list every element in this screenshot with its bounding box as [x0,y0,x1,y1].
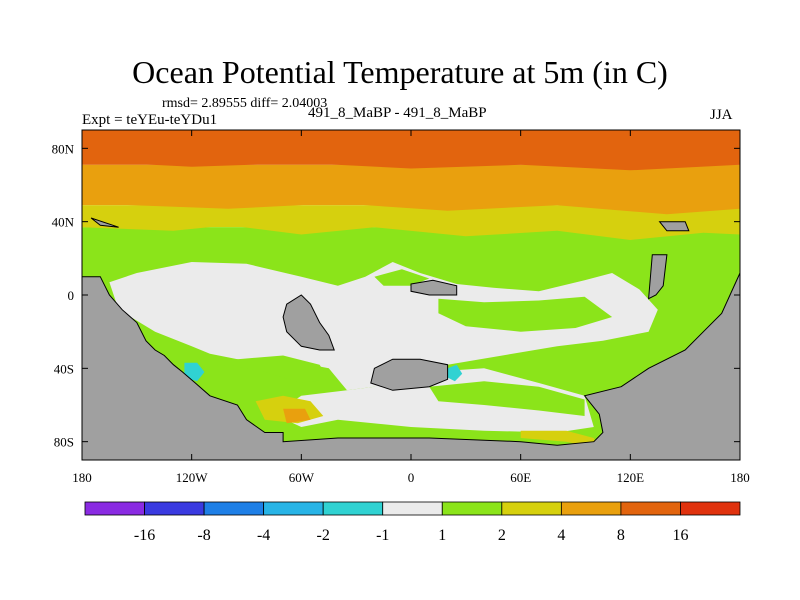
negative-patch-east [447,364,463,382]
wave-dark-orange [82,157,740,171]
green-patch-north [374,269,430,286]
colorbar-swatch [263,501,324,516]
x-tick-label: 180 [730,470,750,485]
y-tick-label: 40N [52,215,75,230]
green-patch-south [429,381,585,416]
green-patch-central [438,296,613,332]
colorbar-label: -4 [257,527,270,544]
colorbar-label: -16 [134,527,155,544]
colorbar-swatch [441,501,503,516]
colorbar-label: -1 [376,527,389,544]
colorbar-label: 8 [617,527,625,544]
x-tick-label: 180 [72,470,92,485]
wave-orange [82,199,740,215]
band-yellow [82,205,740,228]
x-tick-label: 120E [617,470,645,485]
green-patch-southwest [191,355,329,383]
anomaly-region-main [109,262,658,391]
colorbar-swatch [382,501,443,516]
colorbar-label: -2 [317,527,330,544]
y-tick-label: 40S [54,361,74,376]
wave-yellow [82,225,740,240]
x-tick-label: 0 [408,470,415,485]
center-label: 491_8_MaBP - 491_8_MaBP [308,105,487,121]
colorbar-swatch [560,501,622,516]
x-tick-label: 60W [289,470,315,485]
colorbar-swatch [322,501,384,516]
land-island-a [282,294,335,351]
colorbar-swatch [620,501,681,516]
land-fragment-f [90,217,119,228]
y-tick-label: 80S [54,435,74,450]
colorbar-swatch [144,501,205,516]
land-island-d [658,221,690,232]
colorbar-label: 2 [498,527,506,544]
stats-label: rmsd= 2.89555 diff= 2.04003 [162,96,328,111]
colorbar-swatch [680,501,741,516]
chart-title: Ocean Potential Temperature at 5m (in C) [132,54,668,90]
colorbar-label: 1 [438,527,446,544]
x-tick-label: 60E [510,470,531,485]
colorbar-label: 4 [557,527,565,544]
season-label: JJA [710,107,733,123]
band-orange [82,164,740,206]
x-tick-label: 120W [176,470,209,485]
colorbar-swatch [501,501,562,516]
land-island-c [410,279,458,296]
colorbar-label: -8 [197,527,210,544]
land-southern-continent [81,272,741,461]
negative-patch-west [184,362,205,382]
colorbar-label: 16 [672,527,688,544]
y-tick-label: 0 [68,288,75,303]
colorbar-swatch [203,501,265,516]
y-tick-label: 80N [52,141,75,156]
colorbar-swatch [84,501,145,516]
land-island-e [648,254,668,300]
land-island-b [370,358,449,391]
orange-patch-south [283,408,311,424]
experiment-label: Expt = teYEu-teYDu1 [82,112,218,128]
